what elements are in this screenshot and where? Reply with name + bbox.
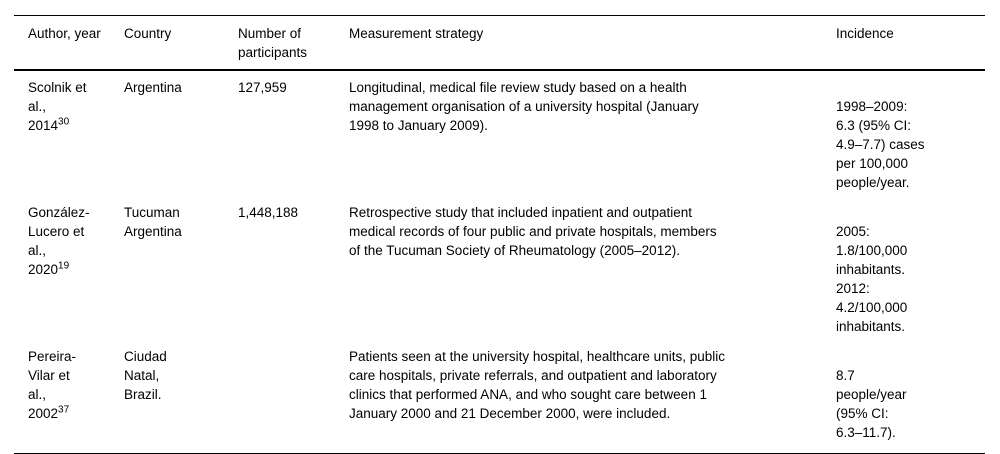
incidence-cell: 1998–2009: 6.3 (95% CI: 4.9–7.7) cases p…: [836, 70, 985, 196]
table-row-pereira-vilar: Pereira- Vilar et al., 200237 Ciudad Nat…: [14, 340, 985, 454]
author-year-cell: González- Lucero et al., 202019: [14, 196, 124, 340]
country-cell: Argentina: [124, 80, 182, 95]
author-text: Scolnik et al., 2014: [28, 80, 87, 133]
participants-cell: 127,959: [238, 80, 287, 95]
author-text: González- Lucero et al., 2020: [28, 205, 90, 277]
table-header: Author, year Country Number of participa…: [14, 16, 985, 70]
measurement-strategy-cell: Retrospective study that included inpati…: [349, 205, 717, 258]
table-row-gonzalez-lucero: González- Lucero et al., 202019 Tucuman …: [14, 196, 985, 340]
measurement-strategy-cell: Patients seen at the university hospital…: [349, 349, 725, 421]
participants-cell: [238, 340, 349, 454]
header-author-year: Author, year: [28, 26, 101, 41]
incidence-cell: 2005: 1.8/100,000 inhabitants. 2012: 4.2…: [836, 196, 985, 340]
measurement-strategy-cell: Longitudinal, medical file review study …: [349, 80, 699, 133]
author-year-cell: Scolnik et al., 201430: [14, 70, 124, 196]
incidence-paragraph: 2005: 1.8/100,000 inhabitants.: [836, 224, 908, 277]
incidence-paragraph: 8.7 people/year (95% CI: 6.3–11.7).: [836, 368, 907, 440]
country-cell: Ciudad Natal, Brazil.: [124, 349, 167, 402]
header-incidence: Incidence: [836, 26, 894, 41]
incidence-paragraph: 1998–2009: 6.3 (95% CI: 4.9–7.7) cases p…: [836, 99, 925, 190]
citation-ref: 37: [58, 404, 70, 416]
author-text: Pereira- Vilar et al., 2002: [28, 349, 77, 421]
citation-ref: 30: [58, 116, 70, 128]
participants-cell: 1,448,188: [238, 205, 299, 220]
header-country: Country: [124, 26, 172, 41]
author-year-cell: Pereira- Vilar et al., 200237: [14, 340, 124, 454]
header-row: Author, year Country Number of participa…: [14, 16, 985, 70]
country-cell: Tucuman Argentina: [124, 205, 182, 239]
studies-table-container: Author, year Country Number of participa…: [14, 15, 985, 454]
incidence-studies-table: Author, year Country Number of participa…: [14, 15, 985, 454]
incidence-paragraph: 2012: 4.2/100,000 inhabitants.: [836, 281, 908, 334]
table-row-scolnik: Scolnik et al., 201430 Argentina 127,959…: [14, 70, 985, 196]
header-participants: Number of participants: [238, 26, 308, 60]
table-body: Scolnik et al., 201430 Argentina 127,959…: [14, 70, 985, 454]
citation-ref: 19: [58, 260, 70, 272]
incidence-cell: 8.7 people/year (95% CI: 6.3–11.7).: [836, 340, 985, 454]
header-measurement-strategy: Measurement strategy: [349, 26, 484, 41]
